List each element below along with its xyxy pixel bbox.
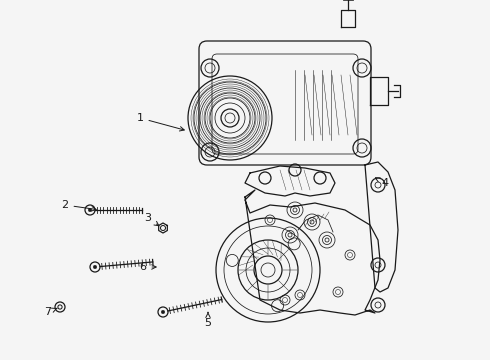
Text: 1: 1	[137, 113, 184, 131]
Text: 7: 7	[45, 307, 57, 317]
Circle shape	[161, 310, 165, 314]
Text: 4: 4	[375, 178, 389, 188]
Text: 5: 5	[204, 312, 212, 328]
Text: 3: 3	[145, 213, 159, 226]
Text: 2: 2	[61, 200, 96, 211]
Text: 6: 6	[140, 262, 156, 272]
Circle shape	[93, 265, 97, 269]
Circle shape	[88, 208, 92, 212]
